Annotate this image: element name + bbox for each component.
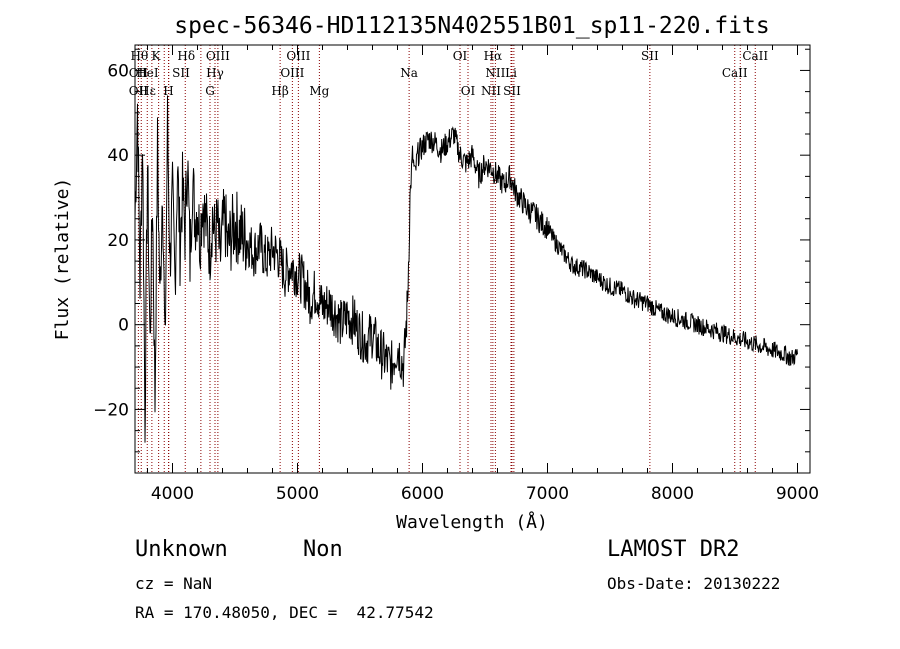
spectral-line-label: SII (641, 49, 659, 63)
spectral-line-label: K (152, 49, 162, 63)
flux-series-line (134, 95, 798, 443)
x-axis-label: Wavelength (Å) (396, 511, 548, 533)
x-tick-label: 8000 (651, 484, 694, 504)
spectral-line-label: Hβ (271, 84, 288, 98)
spectral-line-label: CaII (742, 49, 768, 63)
x-tick-label: 7000 (526, 484, 569, 504)
survey-label: LAMOST DR2 (607, 537, 740, 562)
spectral-line-label: OIII (280, 66, 304, 80)
y-axis-label: Flux (relative) (52, 178, 73, 341)
spectral-line-markers (137, 45, 756, 473)
class-label: Unknown (135, 537, 228, 562)
spectral-line-label: OIII (206, 49, 230, 63)
coordinates-label: RA = 170.48050, DEC = 42.77542 (135, 603, 434, 622)
y-tick-label: 40 (107, 146, 129, 166)
x-tick-label: 6000 (401, 484, 444, 504)
spectral-line-label: H (163, 84, 173, 98)
spectral-line-label: OII (129, 66, 149, 80)
x-axis-ticks: 4000 5000 6000 7000 8000 9000 (147, 45, 819, 504)
spectral-line-label: CaII (722, 66, 748, 80)
spectral-line-label: Na (400, 66, 418, 80)
obs-date-label: Obs-Date: 20130222 (607, 574, 781, 593)
spectral-line-label: Hθ (131, 49, 149, 63)
spectral-line-label: Hα (484, 49, 503, 63)
spectral-line-label: OI (453, 49, 468, 63)
x-tick-label: 9000 (776, 484, 819, 504)
spectral-line-label: Hγ (206, 66, 224, 80)
spectral-line-label: OIII (286, 49, 310, 63)
spectral-line-label: SII (172, 66, 190, 80)
x-tick-label: 4000 (151, 484, 194, 504)
spectral-line-label: HeI (136, 66, 159, 80)
x-tick-label: 5000 (276, 484, 319, 504)
y-tick-label: 60 (107, 61, 129, 81)
redshift-label: cz = NaN (135, 574, 213, 593)
spectral-line-label: Hδ (177, 49, 195, 63)
y-tick-label: 20 (107, 231, 129, 251)
subclass-label: Non (303, 537, 343, 562)
spectral-line-label: SII (503, 84, 521, 98)
spectral-line-label: Hε (139, 84, 156, 98)
y-axis-ticks: −20 0 20 40 60 (93, 48, 810, 453)
spectral-line-label: OII (129, 84, 149, 98)
spectral-line-label: Li (505, 66, 517, 80)
spectral-line-label: Mg (309, 84, 329, 98)
spectral-line-label: G (205, 84, 215, 98)
spectral-line-label: NII (481, 84, 501, 98)
spectral-line-label: OI (461, 84, 476, 98)
chart-title: spec-56346-HD112135N402551B01_sp11-220.f… (174, 13, 769, 39)
y-tick-label: 0 (118, 316, 129, 336)
spectral-line-label: NII (485, 66, 505, 80)
y-tick-label: −20 (93, 400, 129, 420)
